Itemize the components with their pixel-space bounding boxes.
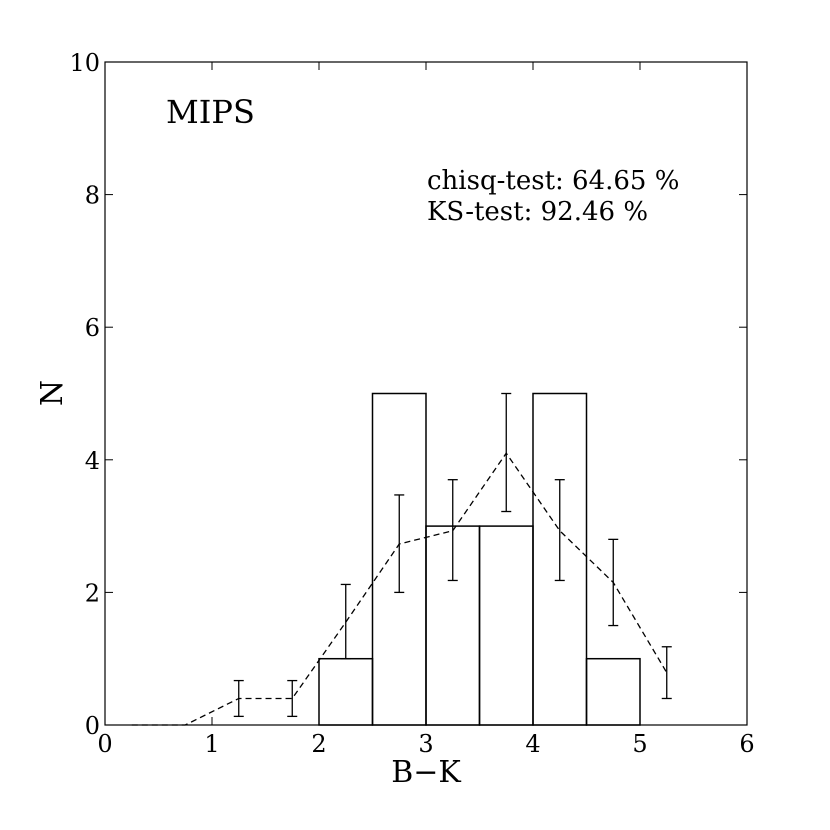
histogram-bars bbox=[318, 392, 641, 726]
error-bar bbox=[394, 494, 405, 594]
histogram-bar bbox=[585, 657, 641, 726]
error-bar bbox=[661, 646, 672, 700]
x-tick-label: 1 bbox=[204, 730, 219, 758]
y-tick-label: 8 bbox=[85, 182, 100, 210]
x-tick-label: 5 bbox=[632, 730, 647, 758]
x-axis-label: B−K bbox=[391, 755, 461, 790]
panel-label: MIPS bbox=[166, 93, 255, 131]
y-axis-label: N bbox=[35, 380, 70, 406]
error-bar bbox=[287, 679, 298, 718]
error-bar bbox=[447, 479, 458, 582]
ks-annotation: KS-test: 92.46 % bbox=[427, 197, 648, 227]
tick-labels: 0 1 2 3 4 5 6 0 2 4 6 8 10 bbox=[69, 49, 754, 758]
error-bar bbox=[340, 583, 351, 660]
error-bar bbox=[501, 392, 512, 513]
y-tick-label: 10 bbox=[69, 49, 100, 77]
x-tick-label: 3 bbox=[418, 730, 433, 758]
error-bar bbox=[554, 479, 565, 582]
x-tick-label: 2 bbox=[311, 730, 326, 758]
x-tick-label: 4 bbox=[525, 730, 540, 758]
y-tick-label: 6 bbox=[85, 314, 100, 342]
chisq-annotation: chisq-test: 64.65 % bbox=[427, 166, 679, 196]
histogram-bar bbox=[478, 525, 534, 726]
y-tick-label: 0 bbox=[85, 712, 100, 740]
error-bar bbox=[233, 679, 244, 718]
x-tick-label: 0 bbox=[97, 730, 112, 758]
y-tick-label: 2 bbox=[85, 579, 100, 607]
axis-ticks bbox=[104, 61, 748, 726]
x-tick-label: 6 bbox=[739, 730, 754, 758]
error-bar bbox=[608, 538, 619, 627]
error-bars bbox=[233, 392, 672, 718]
histogram-bar bbox=[318, 657, 374, 726]
y-tick-label: 4 bbox=[85, 447, 100, 475]
